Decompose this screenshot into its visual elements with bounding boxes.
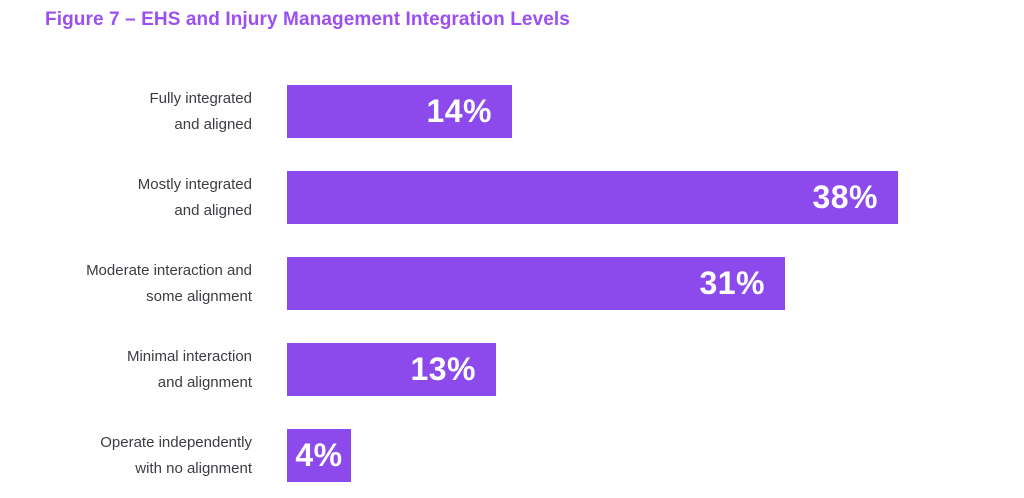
category-label: Minimal interaction and alignment	[126, 347, 252, 391]
category-label: Moderate interaction and some alignment	[86, 261, 252, 305]
bar-row: Fully integrated and aligned 14%	[0, 85, 1024, 138]
bar-row: Minimal interaction and alignment 13%	[0, 343, 1024, 396]
bar-row: Operate independently with no alignment 4%	[0, 429, 1024, 482]
bar-row: Mostly integrated and aligned 38%	[0, 171, 1024, 224]
bar-value-label: 31%	[699, 265, 765, 301]
figure-title: Figure 7 – EHS and Injury Management Int…	[45, 9, 570, 30]
bar-value-label: 4%	[295, 437, 343, 473]
bar-value-label: 13%	[410, 351, 476, 387]
bar-chart: Fully integrated and aligned 14% Mostly int…	[0, 85, 1024, 482]
bar: 14%	[287, 85, 512, 138]
bar: 4%	[287, 429, 351, 482]
bar: 31%	[287, 257, 785, 310]
category-label: Operate independently with no alignment	[100, 433, 252, 477]
category-label: Mostly integrated and aligned	[137, 175, 252, 219]
bar-row: Moderate interaction and some alignment 31…	[0, 257, 1024, 310]
category-label: Fully integrated and aligned	[149, 89, 252, 133]
bar-value-label: 14%	[426, 93, 492, 129]
bar-value-label: 38%	[812, 179, 878, 215]
bar: 38%	[287, 171, 898, 224]
bar: 13%	[287, 343, 496, 396]
